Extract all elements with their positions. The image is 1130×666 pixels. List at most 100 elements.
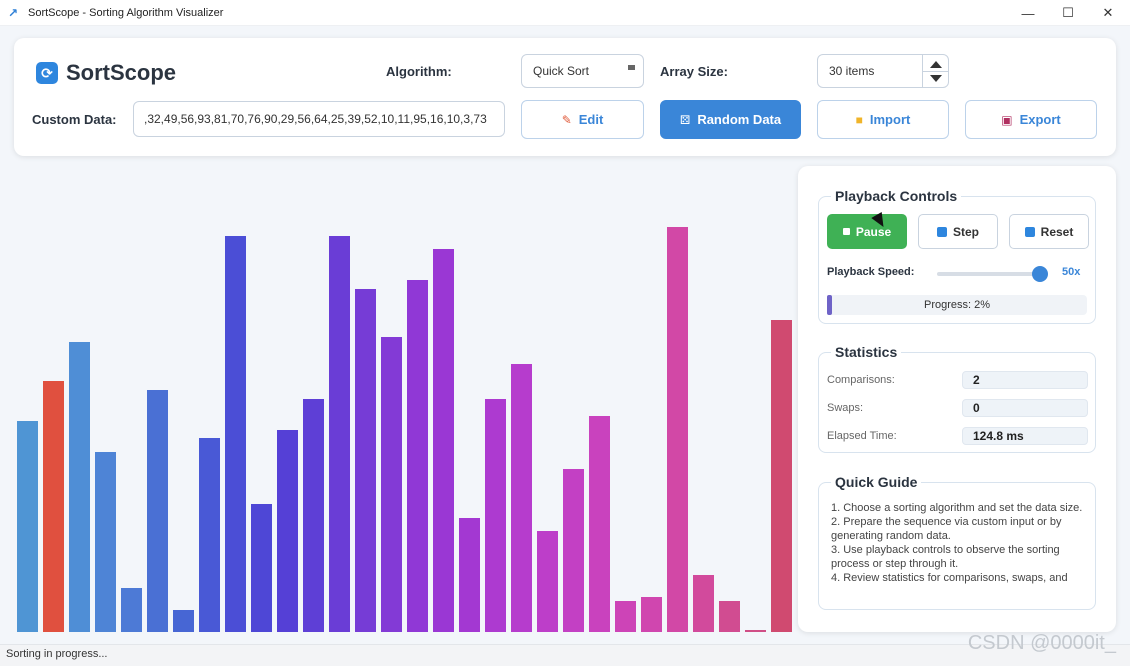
step-button[interactable]: Step xyxy=(918,214,998,249)
maximize-button[interactable]: ☐ xyxy=(1062,5,1074,20)
array-bar xyxy=(251,504,272,632)
speed-slider-handle[interactable] xyxy=(1032,266,1048,282)
import-button-label: Import xyxy=(869,112,911,127)
logo-text: SortScope xyxy=(66,60,177,85)
algorithm-select-value: Quick Sort xyxy=(533,64,590,78)
chart-trend-icon: ↗ xyxy=(8,5,19,20)
array-bar xyxy=(381,337,402,632)
dropdown-icon xyxy=(628,65,635,70)
random-data-button-label: Random Data xyxy=(697,112,782,127)
step-button-label: Step xyxy=(952,224,979,239)
random-data-button[interactable]: ⚄ Random Data xyxy=(660,100,801,139)
step-icon xyxy=(936,226,947,237)
array-bar xyxy=(355,288,376,632)
array-bar xyxy=(121,588,142,632)
edit-button-label: Edit xyxy=(578,112,604,127)
array-bar xyxy=(589,416,610,632)
custom-data-input[interactable]: ,32,49,56,93,81,70,76,90,29,56,64,25,39,… xyxy=(133,101,505,137)
array-bar xyxy=(537,530,558,632)
pause-button[interactable]: Pause xyxy=(827,214,907,249)
edit-button[interactable]: ✎ Edit xyxy=(521,100,644,139)
array-bar xyxy=(17,420,38,632)
bar-chart-area xyxy=(0,160,796,632)
title-bar: ↗ SortScope - Sorting Algorithm Visualiz… xyxy=(0,0,1130,26)
reset-button-label: Reset xyxy=(1040,224,1074,239)
array-bar xyxy=(459,517,480,632)
array-bar xyxy=(69,341,90,632)
array-bar xyxy=(147,390,168,632)
minimize-button[interactable]: — xyxy=(1021,5,1035,21)
array-bar xyxy=(433,249,454,632)
spin-divider xyxy=(923,71,948,72)
algorithm-label: Algorithm: xyxy=(386,64,452,79)
playback-speed-label: Playback Speed: xyxy=(827,266,915,278)
status-text: Sorting in progress... xyxy=(6,648,108,660)
guide-line: 1. Choose a sorting algorithm and set th… xyxy=(831,502,1083,514)
playback-controls-group: Playback Controls Pause Step Reset Playb… xyxy=(818,188,1096,324)
array-size-value: 30 items xyxy=(829,64,875,78)
toolbar-card: ⟳ SortScope Algorithm: Quick Sort Array … xyxy=(14,38,1116,156)
right-panel: Playback Controls Pause Step Reset Playb… xyxy=(798,166,1116,632)
export-button[interactable]: ▣ Export xyxy=(965,100,1097,139)
array-size-label: Array Size: xyxy=(660,64,728,79)
array-bar xyxy=(43,381,64,632)
array-bar xyxy=(693,574,714,632)
array-bar xyxy=(277,429,298,632)
array-bar xyxy=(667,227,688,632)
array-bar xyxy=(199,438,220,632)
spin-up-icon[interactable] xyxy=(930,61,942,68)
array-bar xyxy=(511,363,532,632)
playback-speed-value: 50x xyxy=(1062,266,1081,278)
custom-data-label: Custom Data: xyxy=(32,112,117,127)
array-bar xyxy=(745,629,766,632)
refresh-logo-icon: ⟳ xyxy=(36,62,58,84)
save-icon: ▣ xyxy=(1001,112,1013,127)
playback-controls-title: Playback Controls xyxy=(831,188,962,204)
speed-slider-track[interactable] xyxy=(937,272,1041,276)
edit-icon: ✎ xyxy=(561,112,572,127)
array-bar xyxy=(485,398,506,632)
swaps-label: Swaps: xyxy=(827,402,864,414)
array-bar xyxy=(95,451,116,632)
array-bar xyxy=(225,236,246,632)
guide-line: 3. Use playback controls to observe the … xyxy=(831,544,1060,570)
statistics-group: Statistics Comparisons: 2 Swaps: 0 Elaps… xyxy=(818,344,1096,453)
array-bar xyxy=(173,610,194,632)
elapsed-time-label: Elapsed Time: xyxy=(827,430,897,442)
comparisons-label: Comparisons: xyxy=(827,374,895,386)
progress-fill xyxy=(827,295,833,315)
close-button[interactable]: ✕ xyxy=(1102,5,1114,20)
stop-icon xyxy=(842,228,850,235)
quick-guide-title: Quick Guide xyxy=(831,474,922,490)
pause-button-label: Pause xyxy=(855,224,892,239)
export-button-label: Export xyxy=(1019,112,1061,127)
window-title: SortScope - Sorting Algorithm Visualizer xyxy=(28,6,224,19)
array-bar xyxy=(329,236,350,632)
quick-guide-group: Quick Guide 1. Choose a sorting algorith… xyxy=(818,474,1096,610)
array-size-spinbox[interactable]: 30 items xyxy=(817,54,949,88)
array-bar xyxy=(303,398,324,632)
elapsed-time-value: 124.8 ms xyxy=(962,427,1088,445)
array-bar xyxy=(771,319,792,632)
progress-text: Progress: 2% xyxy=(923,299,991,311)
progress-bar: Progress: 2% xyxy=(827,295,1087,315)
guide-line: 2. Prepare the sequence via custom input… xyxy=(831,516,1062,542)
array-bar xyxy=(615,601,636,632)
spin-down-icon[interactable] xyxy=(930,75,942,82)
algorithm-select[interactable]: Quick Sort xyxy=(521,54,644,88)
import-button[interactable]: ■ Import xyxy=(817,100,949,139)
array-bar xyxy=(719,601,740,632)
spin-buttons xyxy=(922,55,948,87)
guide-line: 4. Review statistics for comparisons, sw… xyxy=(831,572,1068,584)
folder-icon: ■ xyxy=(855,112,863,127)
reset-button[interactable]: Reset xyxy=(1009,214,1089,249)
array-bar xyxy=(563,469,584,632)
dice-icon: ⚄ xyxy=(679,112,691,127)
status-bar: Sorting in progress... xyxy=(0,644,1130,666)
quick-guide-text: 1. Choose a sorting algorithm and set th… xyxy=(831,501,1089,585)
watermark: CSDN @0000it_ xyxy=(967,632,1116,654)
comparisons-value: 2 xyxy=(962,371,1088,389)
logo: ⟳ SortScope xyxy=(36,60,176,86)
statistics-title: Statistics xyxy=(831,344,902,360)
reset-icon xyxy=(1024,226,1035,237)
